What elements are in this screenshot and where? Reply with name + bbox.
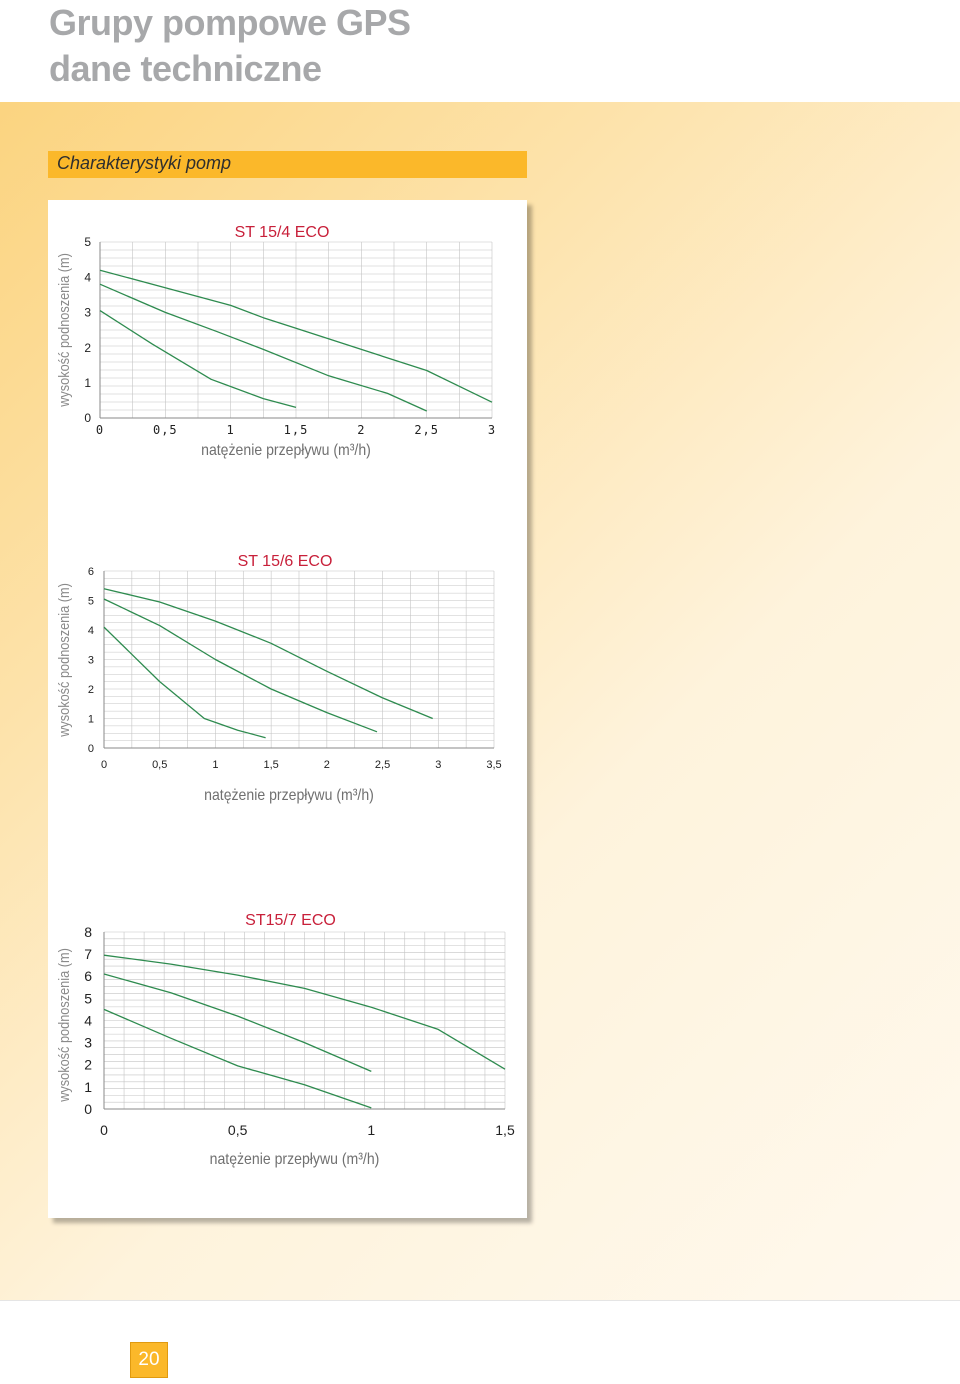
x-tick-label: 3 [435, 759, 441, 771]
y-tick-label: 5 [84, 990, 92, 1006]
y-tick-label: 4 [84, 1012, 92, 1028]
y-tick-label: 2 [84, 1057, 92, 1073]
page-title-line1: Grupy pompowe GPS [49, 2, 411, 43]
y-tick-label: 5 [88, 595, 94, 607]
x-tick-label: 3 [488, 423, 496, 437]
x-tick-label: 1 [212, 759, 218, 771]
x-tick-label: 1 [227, 423, 235, 437]
x-tick-label: 0 [101, 759, 107, 771]
x-tick-label: 0 [100, 1122, 108, 1138]
series-curve-3 [103, 1008, 372, 1109]
x-tick-label: 0 [96, 423, 104, 437]
footer-divider [0, 1300, 960, 1301]
x-tick-label: 1,5 [263, 759, 278, 771]
x-tick-label: 1,5 [495, 1122, 515, 1138]
series-curve-2 [103, 598, 378, 733]
y-axis-label: wysokość podnoszenia (m) [55, 583, 72, 738]
x-tick-label: 1 [367, 1122, 375, 1138]
chart-card: ST 15/4 ECO 0 1 2 3 4 5 0 0,5 1 1,5 2 2,5 3 natężenie … [48, 200, 527, 1218]
series-curve-2 [99, 283, 427, 412]
section-title: Charakterystyki pomp [57, 153, 232, 173]
y-axis-label: wysokość podnoszenia (m) [55, 253, 72, 408]
x-tick-label: 3,5 [486, 759, 501, 771]
x-tick-label: 2 [357, 423, 365, 437]
chart-3: ST15/7 ECO 0 1 2 3 4 5 6 7 8 0 0,5 1 1,5 natężenie prz… [55, 912, 515, 1168]
page-title-line2: dane techniczne [49, 48, 322, 89]
y-axis-label: wysokość podnoszenia (m) [55, 948, 72, 1103]
y-tick-label: 3 [84, 1035, 92, 1051]
y-tick-label: 3 [88, 654, 94, 666]
x-tick-label: 1,5 [284, 423, 309, 437]
x-axis-label: natężenie przepływu (m³/h) [204, 786, 374, 804]
y-tick-label: 1 [88, 713, 94, 725]
x-tick-label: 2 [324, 759, 330, 771]
x-tick-label: 0,5 [152, 759, 167, 771]
y-tick-label: 4 [88, 625, 94, 637]
series-curve-1 [103, 954, 506, 1070]
page-title: Grupy pompowe GPS dane techniczne [49, 0, 411, 92]
chart-title: ST 15/4 ECO [235, 224, 330, 241]
series-curve-2 [103, 973, 372, 1072]
x-tick-label: 0,5 [153, 423, 178, 437]
series-curve-3 [99, 310, 297, 409]
section-header: Charakterystyki pomp [48, 151, 527, 178]
x-tick-label: 2,5 [414, 423, 439, 437]
y-tick-label: 1 [84, 1079, 92, 1095]
y-tick-label: 0 [84, 411, 91, 425]
y-tick-label: 2 [84, 341, 91, 355]
y-tick-label: 0 [88, 743, 94, 755]
y-tick-label: 5 [84, 235, 91, 249]
y-tick-label: 0 [84, 1101, 92, 1117]
chart-2: ST 15/6 ECO 0 1 2 3 4 5 6 0 0,5 1 1,5 2 2,5 3 3,5 natęże… [55, 553, 502, 804]
chart-title: ST15/7 ECO [245, 912, 336, 929]
y-tick-label: 3 [84, 306, 91, 320]
x-axis-label: natężenie przepływu (m³/h) [201, 441, 371, 459]
series-curve-3 [103, 626, 266, 739]
y-tick-label: 8 [84, 924, 92, 940]
y-tick-label: 1 [84, 376, 91, 390]
y-tick-label: 4 [84, 270, 91, 284]
page-number: 20 [130, 1342, 168, 1378]
series-curve-1 [99, 269, 493, 403]
y-tick-label: 2 [88, 684, 94, 696]
x-tick-label: 2,5 [375, 759, 390, 771]
chart-title: ST 15/6 ECO [238, 553, 333, 570]
x-tick-label: 0,5 [228, 1122, 248, 1138]
series-curve-1 [103, 588, 433, 720]
x-axis-label: natężenie przepływu (m³/h) [210, 1150, 380, 1168]
y-tick-label: 6 [84, 968, 92, 984]
chart-1: ST 15/4 ECO 0 1 2 3 4 5 0 0,5 1 1,5 2 2,5 3 natężenie … [55, 224, 496, 459]
y-tick-label: 6 [88, 566, 94, 578]
y-tick-label: 7 [84, 946, 92, 962]
charts-svg: ST 15/4 ECO 0 1 2 3 4 5 0 0,5 1 1,5 2 2,5 3 natężenie … [55, 224, 515, 1168]
